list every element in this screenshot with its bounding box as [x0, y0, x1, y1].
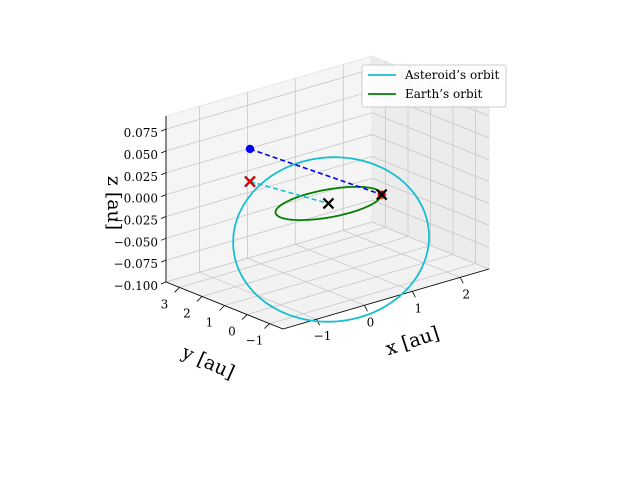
- y-tick-label: 2: [183, 306, 191, 320]
- z-tick-label: −0.050: [114, 235, 158, 249]
- y-tick: [241, 314, 248, 320]
- x-tick-label: 2: [462, 287, 470, 301]
- z-gridline: [165, 156, 490, 217]
- tick-labels: −1012−101230.0750.0500.0250.000−0.025−0.…: [114, 126, 470, 347]
- y-tick: [219, 305, 225, 311]
- y-tick-label: 1: [206, 316, 214, 330]
- orbit-curves: [232, 148, 430, 323]
- legend-label-asteroid: Asteroid’s orbit: [404, 68, 499, 82]
- z-gridline: [165, 221, 490, 283]
- z-gridline: [165, 134, 490, 195]
- z-tick: [160, 237, 167, 241]
- z-tick: [160, 194, 167, 198]
- x-tick: [316, 319, 320, 326]
- asteroid-marker: [245, 144, 255, 154]
- sun-marker: [322, 197, 335, 210]
- y-tick-label: −1: [246, 334, 264, 348]
- x-tick: [364, 305, 368, 312]
- x-axis-line: [282, 268, 490, 330]
- x-tick-label: −1: [314, 329, 332, 343]
- y-tick-label: 0: [228, 325, 236, 339]
- earth-marker-marker: [375, 188, 388, 201]
- earth-orbit-line: [274, 185, 383, 222]
- y-tick-label: 3: [161, 297, 169, 311]
- x-tick-label: 1: [415, 301, 423, 315]
- x-tick: [411, 291, 416, 298]
- z-gridline: [165, 112, 490, 174]
- z-tick: [160, 172, 167, 176]
- z-tick-label: 0.000: [124, 192, 158, 206]
- z-tick-label: 0.025: [124, 170, 158, 184]
- z-tick: [160, 259, 167, 263]
- z-tick-label: 0.050: [124, 148, 158, 162]
- connector-line: [249, 148, 382, 196]
- z-tick-label: 0.075: [124, 126, 158, 140]
- legend-label-earth: Earth’s orbit: [405, 87, 482, 101]
- grid-lines: [165, 61, 490, 324]
- ascending-node-marker: [244, 175, 256, 188]
- x-axis-label: x [au]: [383, 322, 442, 360]
- y-tick: [196, 296, 203, 302]
- z-gridline: [165, 177, 490, 239]
- point-markers: [244, 144, 388, 210]
- y-tick: [264, 323, 270, 329]
- x-tick-label: 0: [367, 315, 375, 329]
- z-tick: [160, 150, 167, 154]
- z-axis-label: z [au]: [103, 176, 125, 230]
- y-axis-label: y [au]: [178, 341, 238, 384]
- z-tick-label: −0.025: [114, 213, 158, 227]
- x-tick: [459, 277, 464, 284]
- z-tick: [160, 128, 167, 132]
- connector-line: [249, 180, 329, 205]
- legend-box: [361, 64, 507, 108]
- legend: Asteroid’s orbit Earth’s orbit: [361, 64, 507, 108]
- z-tick: [160, 281, 167, 285]
- axes-panes: [164, 55, 491, 330]
- asteroid-orbit-line: [232, 156, 430, 323]
- y-tick: [174, 287, 180, 293]
- z-gridline: [165, 199, 490, 261]
- z-tick: [160, 216, 167, 219]
- z-tick-label: −0.075: [114, 257, 158, 271]
- z-tick-label: −0.100: [114, 279, 158, 293]
